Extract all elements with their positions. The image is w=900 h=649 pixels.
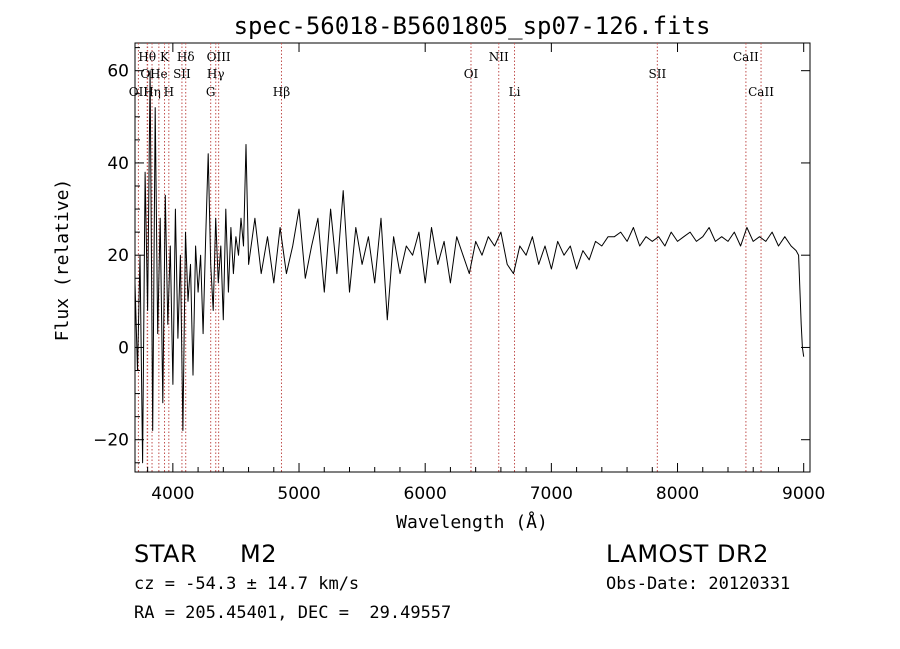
line-marker-label: CaII xyxy=(748,85,774,99)
line-marker-label: K xyxy=(160,50,170,64)
axes: 4000 5000 6000 7000 8000 9000 −20 0 20 40 60 xyxy=(93,43,825,504)
line-marker-label: Hη xyxy=(143,85,161,99)
line-marker-label: OII xyxy=(129,85,149,99)
x-tick-label: 6000 xyxy=(404,484,447,504)
line-marker-label: He xyxy=(150,67,168,81)
line-marker-label: OI xyxy=(140,67,155,81)
redshift-text: cz = -54.3 ± 14.7 km/s xyxy=(134,574,360,594)
x-tick-label: 8000 xyxy=(656,484,699,504)
line-marker-label: SII xyxy=(648,67,666,81)
line-marker-label: G xyxy=(206,85,216,99)
chart-title: spec-56018-B5601805_sp07-126.fits xyxy=(234,12,711,40)
line-marker-label: OIII xyxy=(207,50,231,64)
spectrum-series xyxy=(134,70,805,464)
survey-name: LAMOST DR2 xyxy=(606,540,769,568)
y-tick-label: 40 xyxy=(107,154,129,174)
coordinates-text: RA = 205.45401, DEC = 29.49557 xyxy=(134,603,452,623)
y-tick-label: −20 xyxy=(93,431,129,451)
object-class: STAR xyxy=(134,540,198,568)
line-marker-label: Hβ xyxy=(273,85,290,99)
line-marker-label: CaII xyxy=(733,50,759,64)
y-tick-label: 0 xyxy=(118,338,129,358)
line-marker-label: H xyxy=(164,85,174,99)
spectrum-line xyxy=(134,70,805,464)
y-axis-label: Flux (relative) xyxy=(52,179,73,342)
plot-frame xyxy=(134,42,811,473)
line-marker-label: OI xyxy=(464,67,479,81)
x-tick-label: 5000 xyxy=(277,484,320,504)
line-marker-label: Hδ xyxy=(177,50,195,64)
x-tick-label: 4000 xyxy=(151,484,194,504)
line-marker-label: Hγ xyxy=(207,67,225,81)
x-tick-label: 7000 xyxy=(530,484,573,504)
y-tick-label: 20 xyxy=(107,246,129,266)
x-tick-label: 9000 xyxy=(782,484,825,504)
line-marker-label: Li xyxy=(509,85,521,99)
y-tick-label: 60 xyxy=(107,62,129,82)
x-axis-label: Wavelength (Å) xyxy=(396,511,548,533)
spectral-line-markers: OIIHθOIHηHeKHSIIHδGHγOIIIHβOINIILiSIICaI… xyxy=(129,43,774,472)
object-subclass: M2 xyxy=(240,540,277,568)
line-marker-label: NII xyxy=(489,50,509,64)
obs-date-text: Obs-Date: 20120331 xyxy=(606,574,791,594)
line-marker-label: SII xyxy=(173,67,191,81)
